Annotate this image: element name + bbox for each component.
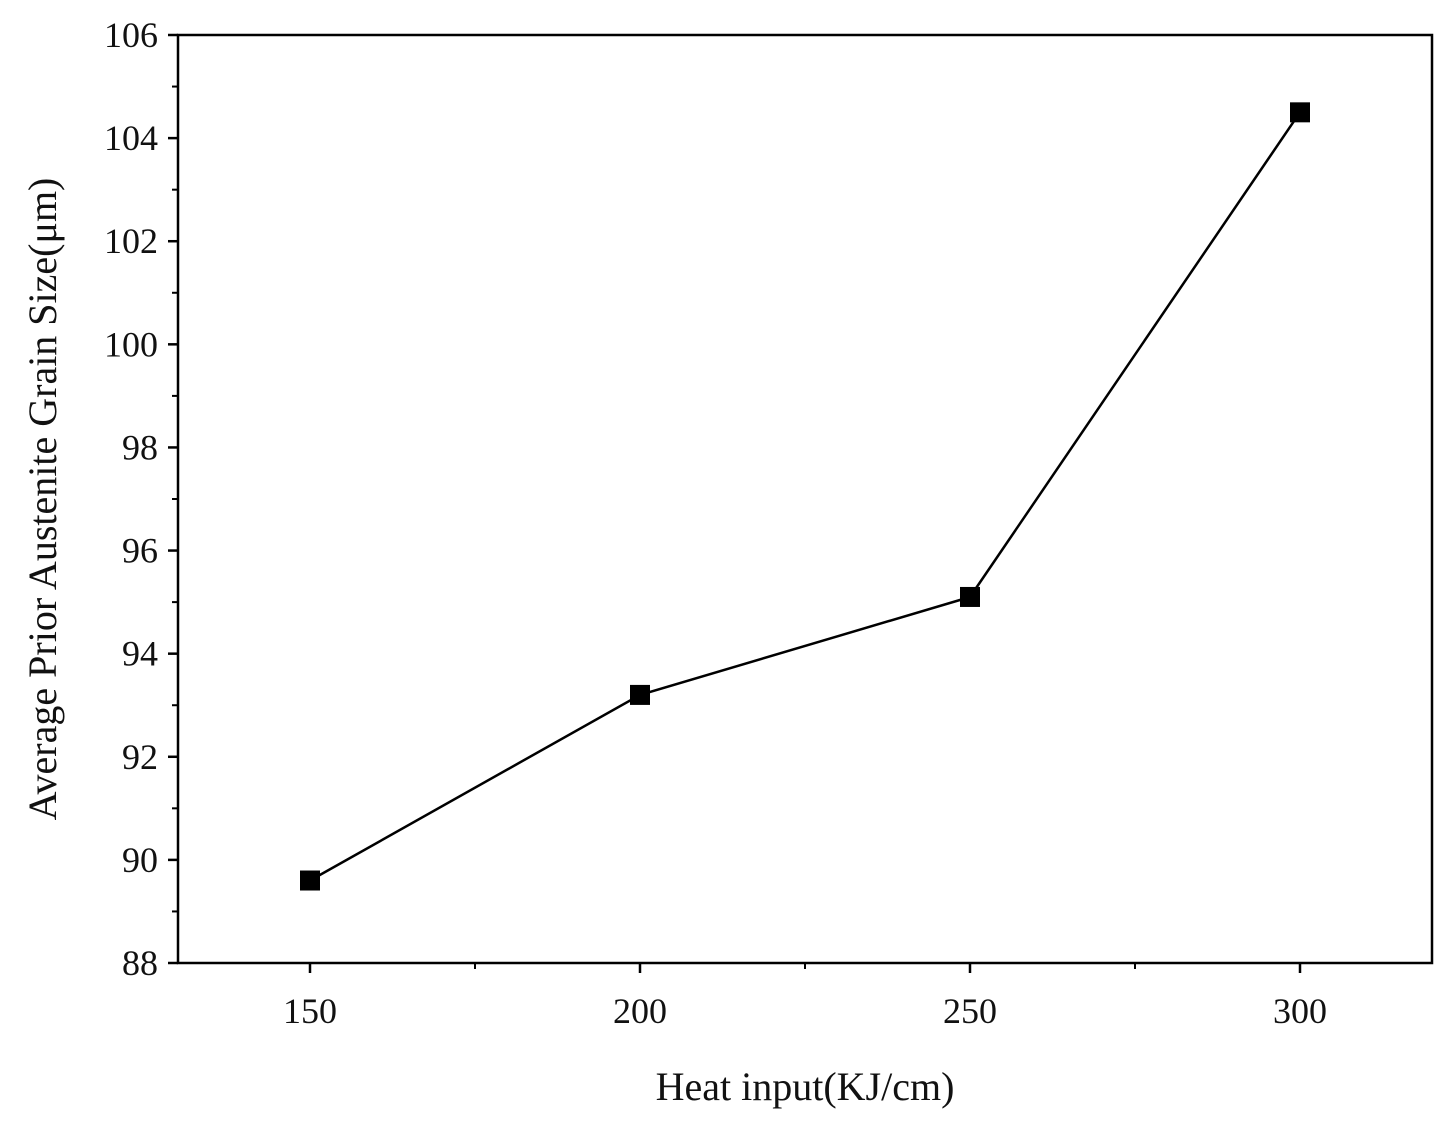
y-tick-label: 102: [104, 221, 158, 261]
y-tick-label: 104: [104, 118, 158, 158]
y-tick-label: 94: [122, 634, 158, 674]
y-axis-title: Average Prior Austenite Grain Size(μm): [20, 178, 65, 821]
series-line: [309, 111, 1302, 882]
series-layer: [300, 102, 1310, 891]
x-tick-label: 300: [1273, 991, 1327, 1031]
y-tick-label: 106: [104, 15, 158, 55]
y-tick-label: 90: [122, 840, 158, 880]
x-axis-title: Heat input(KJ/cm): [656, 1064, 955, 1109]
data-point-marker: [300, 870, 320, 891]
data-point-marker: [630, 684, 650, 705]
plot-frame: [176, 33, 1434, 965]
y-tick-label: 100: [104, 324, 158, 364]
data-point-marker: [960, 586, 980, 607]
x-tick-label: 250: [943, 991, 997, 1031]
x-tick-label: 200: [613, 991, 667, 1031]
y-tick-label: 92: [122, 737, 158, 777]
y-tick-label: 88: [122, 943, 158, 983]
y-axis-ticks: 88 90 92 94 96 98 100 102 104 106: [104, 15, 178, 983]
data-point-marker: [1290, 102, 1310, 123]
x-tick-label: 150: [283, 991, 337, 1031]
x-axis-ticks: 150 200 250 300: [283, 963, 1327, 1031]
y-tick-label: 98: [122, 427, 158, 467]
y-tick-label: 96: [122, 531, 158, 571]
